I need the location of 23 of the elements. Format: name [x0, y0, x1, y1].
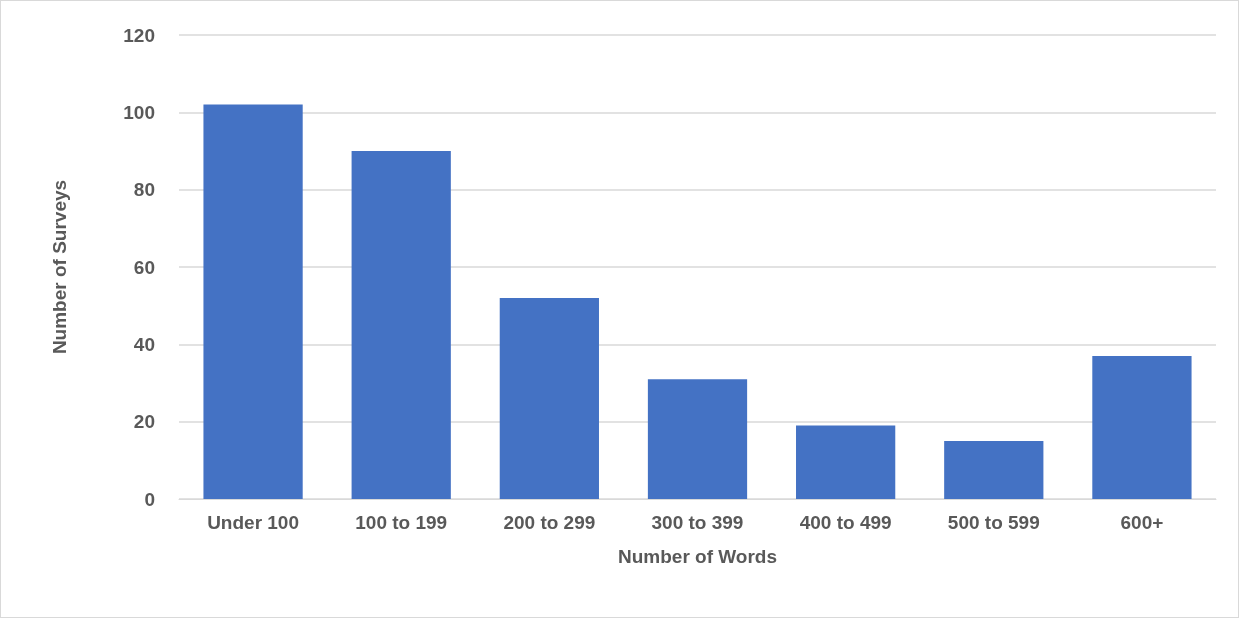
- x-tick-label: 400 to 499: [799, 512, 892, 533]
- y-tick-label: 20: [133, 411, 155, 433]
- bar: [944, 441, 1044, 499]
- y-tick-label: 40: [133, 333, 155, 355]
- x-tick-label: Under 100: [207, 512, 300, 533]
- x-axis-title: Number of Words: [617, 546, 778, 567]
- bar: [499, 297, 599, 499]
- bar: [647, 379, 748, 499]
- y-tick-label: 60: [133, 256, 155, 278]
- x-tick-label: 200 to 299: [503, 512, 596, 533]
- y-tick-label: 80: [133, 179, 155, 201]
- y-tick-label: 0: [144, 488, 155, 510]
- y-axis-title: Number of Surveys: [49, 179, 70, 355]
- y-tick-label: 120: [123, 24, 155, 46]
- x-tick-label: 100 to 199: [355, 512, 448, 533]
- bar: [203, 104, 303, 499]
- y-tick-label: 100: [123, 101, 155, 123]
- bar: [796, 425, 896, 499]
- x-tick-label: 600+: [1120, 512, 1164, 533]
- bar: [351, 151, 451, 499]
- x-tick-label: 500 to 599: [947, 512, 1040, 533]
- bar: [1092, 355, 1192, 499]
- x-tick-label: 300 to 399: [651, 512, 744, 533]
